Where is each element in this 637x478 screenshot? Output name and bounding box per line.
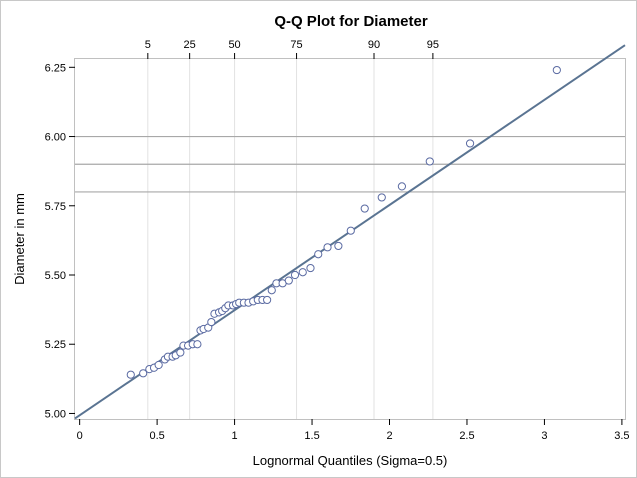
data-point [306,263,315,273]
data-point [207,317,216,327]
x-tick-label: 1.5 [304,430,319,442]
y-tick-label: 5.00 [45,408,66,420]
data-point [552,65,561,75]
data-point [314,250,323,259]
data-point [323,243,332,252]
percentile-axis: 5 25 50 75 90 95 [145,39,439,59]
percentile-tick-label: 5 [145,39,151,51]
y-axis-label: Diameter in mm [12,193,27,285]
percentile-tick-label: 75 [290,39,302,51]
x-tick-label: 3 [541,430,547,442]
data-point [360,204,369,213]
data-point [334,241,343,251]
y-tick-label: 6.00 [45,132,66,144]
data-point [425,157,434,166]
data-point [193,340,202,349]
data-point [284,276,293,285]
y-tick-label: 5.50 [45,270,66,282]
x-tick-label: 2.5 [459,430,474,442]
percentile-tick-label: 25 [184,39,196,51]
reference-lines-layer [75,135,625,193]
y-tick-label: 5.25 [45,339,66,351]
percentile-tick-label: 95 [427,39,439,51]
data-point [465,139,475,148]
data-point [263,295,272,305]
x-tick-label: 2 [386,430,392,442]
y-axis: 5.00 5.25 5.50 5.75 6.00 6.25 [45,62,75,420]
percentile-grid-layer [147,59,434,419]
data-point [346,226,355,235]
x-tick-label: 0.5 [149,430,164,442]
x-axis: 0 0.5 1 1.5 2 2.5 3 3.5 [77,419,630,442]
data-points-layer [126,65,561,379]
data-point [126,370,135,379]
x-tick-label: 3.5 [614,430,629,442]
chart-title: Q-Q Plot for Diameter [274,13,428,30]
y-tick-label: 6.25 [45,62,66,74]
y-tick-label: 5.75 [45,201,66,213]
data-point [176,348,185,357]
data-point [377,193,386,202]
data-point [154,360,163,370]
x-tick-label: 1 [232,430,238,442]
data-point [267,286,276,295]
data-point [290,270,300,280]
data-point [298,268,307,277]
percentile-tick-label: 90 [368,39,380,51]
x-tick-label: 0 [77,430,83,442]
data-point [397,182,407,191]
x-axis-label: Lognormal Quantiles (Sigma=0.5) [253,453,448,468]
percentile-tick-label: 50 [228,39,240,51]
data-point [139,369,148,378]
